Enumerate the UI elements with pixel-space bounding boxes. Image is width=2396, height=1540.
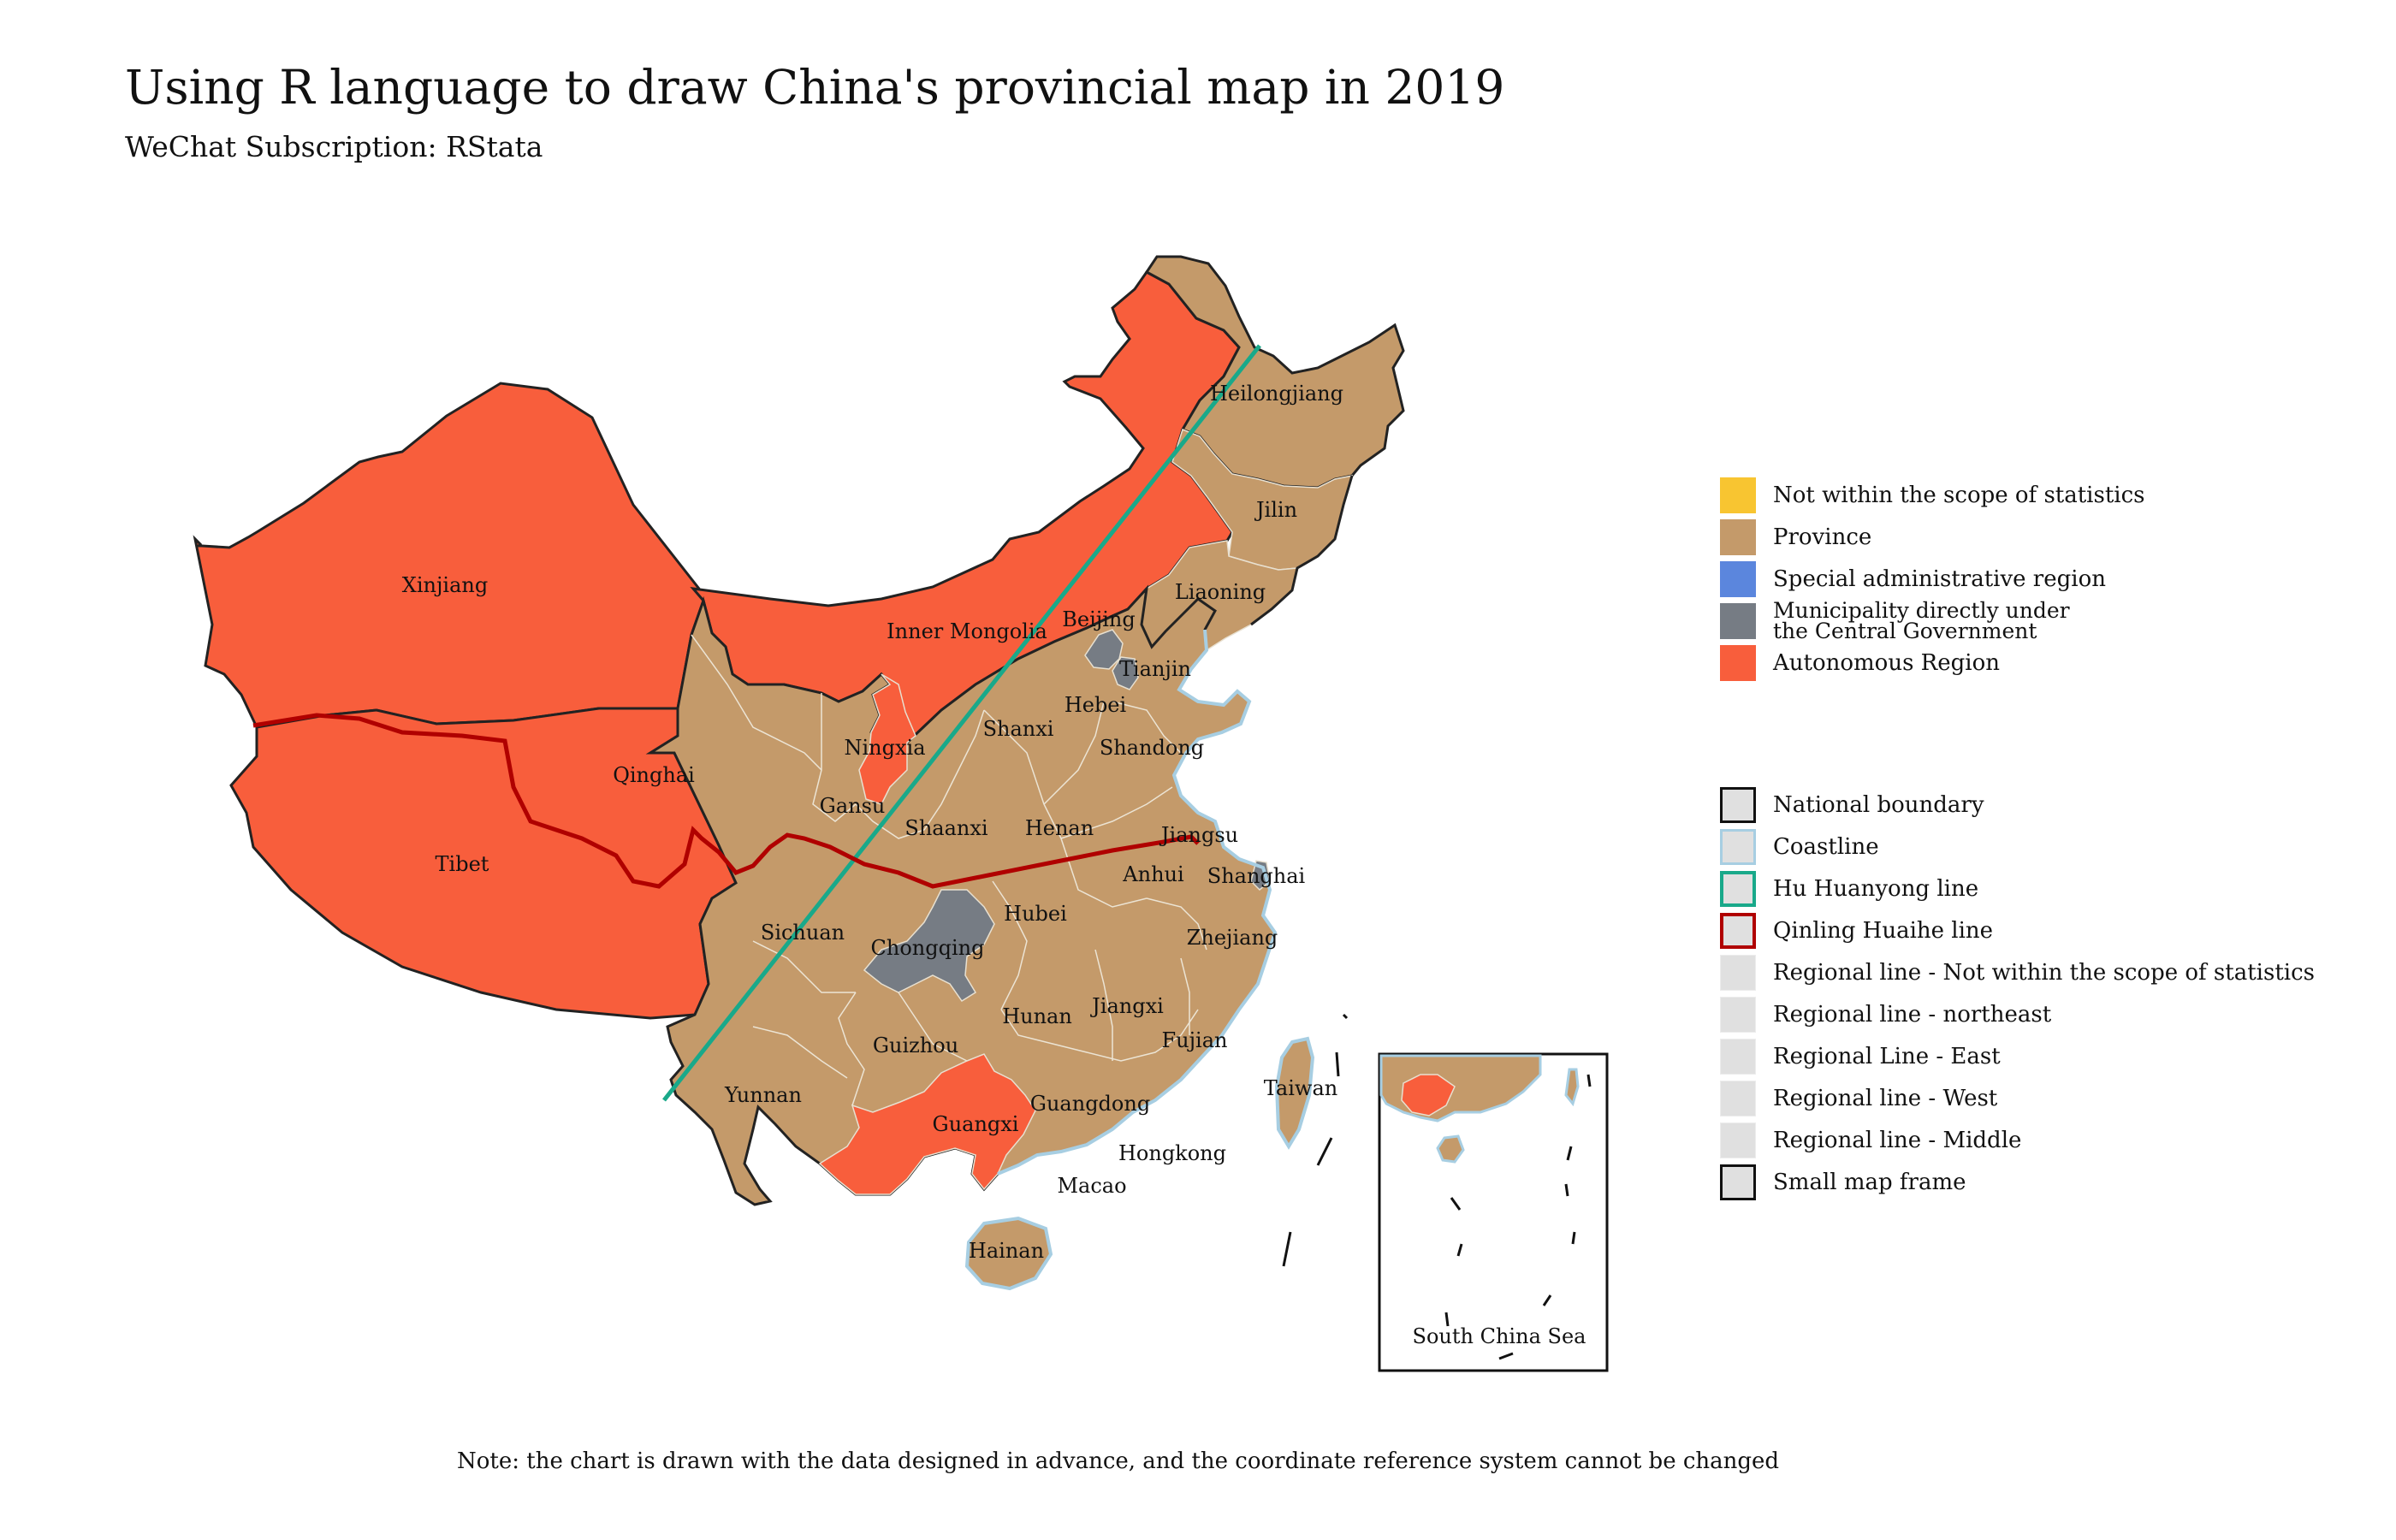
region-beijing — [1084, 629, 1124, 670]
legend-label: Regional line - northeast — [1773, 1002, 2052, 1028]
label-guangdong: Guangdong — [1030, 1092, 1150, 1116]
region-hainan — [964, 1216, 1053, 1291]
region-tianjin — [1112, 656, 1139, 690]
legend-label: Municipality directly under the Central … — [1773, 598, 2070, 643]
legend-label: Regional Line - East — [1773, 1044, 2001, 1069]
label-shaanxi: Shaanxi — [904, 816, 988, 840]
legend-swatch — [1720, 477, 1756, 513]
legend-swatch — [1720, 1039, 1756, 1075]
label-jilin: Jilin — [1254, 498, 1297, 522]
internal-boundaries — [691, 634, 1207, 1106]
region-taiwan — [1274, 1036, 1315, 1150]
label-tianjin: Tianjin — [1119, 657, 1191, 681]
label-chongqing: Chongqing — [871, 936, 985, 960]
hu-huanyong-line — [662, 344, 1261, 1102]
legend-label: Regional line - Middle — [1773, 1128, 2022, 1153]
label-heilongjiang: Heilongjiang — [1210, 382, 1343, 406]
inset-taiwan — [1564, 1068, 1580, 1107]
label-hubei: Hubei — [1004, 902, 1067, 926]
label-henan: Henan — [1025, 816, 1094, 840]
region-ningxia — [858, 673, 916, 805]
legend-swatch — [1720, 787, 1756, 823]
legend-swatch — [1720, 645, 1756, 681]
label-inner-mongolia: Inner Mongolia — [887, 619, 1047, 643]
legend-swatch — [1720, 871, 1756, 907]
legend-label: Regional line - Not within the scope of … — [1773, 960, 2315, 986]
label-tibet: Tibet — [436, 852, 489, 876]
footnote: Note: the chart is drawn with the data d… — [457, 1448, 1780, 1474]
legend-swatch — [1720, 519, 1756, 555]
label-ningxia: Ningxia — [844, 736, 925, 760]
legend-label: Hu Huanyong line — [1773, 876, 1979, 902]
qinling-huaihe-line — [252, 713, 1200, 889]
region-shanghai — [1250, 860, 1271, 891]
northeast-outline — [1250, 475, 1354, 626]
legend-swatch — [1720, 561, 1756, 597]
legend-label-line2: the Central Government — [1773, 619, 2037, 643]
legend-label: Regional line - West — [1773, 1086, 1998, 1111]
label-liaoning: Liaoning — [1175, 580, 1266, 604]
legend-swatch — [1720, 603, 1756, 639]
label-zhejiang: Zhejiang — [1187, 926, 1278, 950]
label-hebei: Hebei — [1065, 693, 1127, 717]
legend-label: Coastline — [1773, 834, 1879, 860]
south-china-sea-dashes — [1282, 1013, 1349, 1267]
legend-swatch — [1720, 997, 1756, 1033]
legend-label: Special administrative region — [1773, 566, 2106, 592]
label-shandong: Shandong — [1100, 736, 1204, 760]
legend-swatch — [1720, 955, 1756, 991]
region-heilongjiang — [1144, 255, 1405, 489]
legend-label-line1: Municipality directly under — [1773, 598, 2070, 623]
label-guangxi: Guangxi — [933, 1112, 1019, 1136]
legend-swatch — [1720, 1164, 1756, 1200]
legend-label: National boundary — [1773, 792, 1984, 818]
map-subtitle: WeChat Subscription: RStata — [125, 130, 543, 163]
label-shanxi: Shanxi — [983, 717, 1054, 741]
label-hainan: Hainan — [969, 1239, 1044, 1263]
legend-label: Not within the scope of statistics — [1773, 483, 2145, 508]
map-title: Using R language to draw China's provinc… — [125, 60, 1505, 115]
legend-swatch — [1720, 1081, 1756, 1116]
label-qinghai: Qinghai — [613, 763, 695, 787]
label-anhui: Anhui — [1122, 862, 1184, 886]
label-sichuan: Sichuan — [761, 921, 845, 945]
label-guizhou: Guizhou — [873, 1034, 958, 1057]
province-labels: Heilongjiang Jilin Liaoning Xinjiang Inn… — [402, 382, 1343, 1263]
legend-label: Small map frame — [1773, 1170, 1966, 1195]
label-hongkong: Hongkong — [1118, 1141, 1226, 1165]
label-yunnan: Yunnan — [724, 1083, 802, 1107]
legend-label: Autonomous Region — [1773, 650, 2001, 676]
legend-swatch — [1720, 1122, 1756, 1158]
label-jiangxi: Jiangxi — [1089, 994, 1164, 1018]
legend-label: Province — [1773, 524, 1872, 550]
inset-label: South China Sea — [1413, 1324, 1586, 1348]
label-shanghai: Shanghai — [1207, 864, 1306, 888]
legend-swatch — [1720, 829, 1756, 865]
label-hunan: Hunan — [1002, 1004, 1072, 1028]
label-fujian: Fujian — [1162, 1028, 1228, 1052]
region-chongqing — [863, 889, 995, 1003]
label-macao: Macao — [1057, 1174, 1126, 1198]
region-xinjiang — [193, 382, 705, 729]
coastline — [997, 629, 1278, 1176]
label-gansu: Gansu — [820, 794, 886, 818]
legend-label: Qinling Huaihe line — [1773, 918, 1994, 944]
label-xinjiang: Xinjiang — [402, 573, 488, 597]
inset-guangxi — [1401, 1074, 1456, 1116]
small-map-frame: South China Sea — [1378, 1052, 1609, 1372]
label-beijing: Beijing — [1062, 607, 1135, 631]
legend-swatch — [1720, 913, 1756, 949]
label-taiwan: Taiwan — [1264, 1076, 1337, 1100]
inset-hainan — [1436, 1134, 1465, 1164]
label-jiangsu: Jiangsu — [1159, 823, 1238, 847]
